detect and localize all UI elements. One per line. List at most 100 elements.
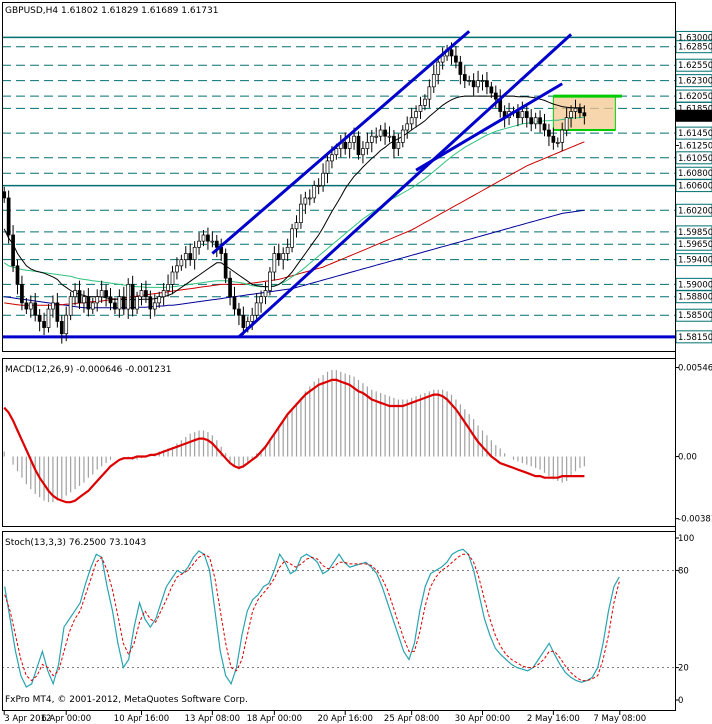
candle-body	[467, 80, 472, 82]
price-tick-label: 1.63000	[678, 33, 712, 43]
candle-body	[144, 290, 148, 298]
x-tick-label: 18 Apr 00:00	[247, 714, 302, 724]
candle-body	[454, 55, 458, 63]
candle-body	[170, 271, 175, 285]
candle-body	[480, 80, 485, 82]
macd-tick-label: 0.00546	[678, 364, 712, 374]
candle-body	[206, 234, 210, 242]
candle-body	[268, 271, 272, 291]
candle-body	[569, 111, 573, 119]
candle-body	[232, 296, 237, 310]
candle-body	[250, 314, 255, 322]
x-tick-label: 10 Apr 16:00	[114, 714, 169, 724]
macd-tick-label: 0.00	[678, 453, 697, 463]
price-tick-label: 1.62550	[678, 61, 712, 71]
x-tick-label: 3 Apr 2012	[4, 714, 51, 724]
candle-body	[6, 197, 11, 236]
candle-body	[436, 61, 441, 75]
stoch-tick-label: 20	[678, 664, 689, 674]
candle-body	[276, 253, 281, 261]
candle-body	[64, 314, 69, 335]
candle-body	[281, 253, 286, 261]
candle-body	[524, 111, 529, 119]
candle-body	[254, 302, 259, 316]
candle-body	[228, 277, 232, 298]
candle-body	[113, 302, 117, 310]
current-price-tag	[676, 109, 712, 122]
candle-body	[11, 234, 15, 267]
macd-header: MACD(12,26,9) -0.000646 -0.001231	[5, 365, 171, 375]
candle-body	[192, 246, 197, 261]
price-tick-label: 1.60600	[678, 182, 712, 192]
candle-body	[20, 284, 24, 304]
price-tick-label: 1.61250	[678, 141, 712, 151]
price-tick-label: 1.61450	[678, 129, 712, 139]
x-tick-label: 6 Apr 00:00	[41, 714, 91, 724]
candle-body	[520, 111, 525, 119]
candle-body	[533, 117, 538, 125]
price-tick-label: 1.62300	[678, 77, 712, 87]
candle-body	[55, 302, 60, 322]
price-tick-label: 1.58800	[678, 293, 712, 303]
ma-green-line	[3, 116, 585, 288]
x-tick-label: 2 May 16:00	[527, 714, 580, 724]
candle-body	[334, 148, 339, 156]
candle-body	[108, 296, 113, 304]
candle-body	[547, 129, 551, 137]
candle-body	[285, 246, 290, 254]
channel-trend-line	[237, 33, 573, 338]
candle-body	[130, 284, 135, 310]
candle-body	[82, 296, 86, 304]
candle-body	[387, 135, 392, 138]
candle-body	[46, 308, 51, 328]
macd-signal-line	[3, 378, 585, 504]
candle-body	[121, 296, 126, 310]
candle-body	[423, 98, 427, 106]
ma-blue-line	[4, 209, 585, 309]
price-tick-label: 1.58500	[678, 311, 712, 321]
candle-body	[396, 142, 401, 149]
candle-body	[24, 302, 29, 310]
candle-body	[489, 86, 494, 94]
candle-body	[427, 86, 432, 100]
candle-body	[179, 259, 184, 267]
candle-body	[462, 74, 467, 81]
candle-body	[564, 117, 569, 131]
candle-body	[299, 203, 303, 223]
price-tick-label: 1.59000	[678, 280, 712, 290]
candle-body	[343, 142, 348, 149]
price-tick-label: 1.62050	[678, 92, 712, 102]
candle-body	[405, 123, 410, 131]
candle-body	[183, 253, 188, 261]
candle-body	[493, 92, 498, 100]
candle-body	[139, 290, 144, 298]
candle-body	[303, 197, 308, 205]
candle-body	[578, 108, 582, 114]
candle-body	[582, 112, 587, 117]
candle-body	[237, 308, 241, 316]
candle-body	[33, 302, 38, 316]
macd-frame	[2, 358, 676, 527]
candle-body	[476, 80, 480, 88]
candle-body	[485, 80, 489, 88]
candle-body	[361, 148, 365, 156]
candle-body	[573, 108, 578, 112]
candle-body	[263, 290, 268, 298]
price-tick-label: 1.59650	[678, 240, 712, 250]
candle-body	[73, 290, 77, 298]
x-tick-label: 30 Apr 00:00	[455, 714, 510, 724]
candle-body	[307, 197, 312, 200]
candle-body	[161, 290, 166, 298]
candle-body	[223, 253, 228, 279]
candle-body	[378, 129, 383, 137]
candle-body	[555, 142, 560, 144]
candle-body	[272, 253, 277, 273]
candle-body	[294, 222, 299, 230]
candle-body	[15, 265, 20, 285]
candle-body	[188, 253, 193, 261]
candle-body	[312, 185, 317, 199]
candle-body	[369, 135, 374, 143]
candle-body	[42, 321, 46, 328]
